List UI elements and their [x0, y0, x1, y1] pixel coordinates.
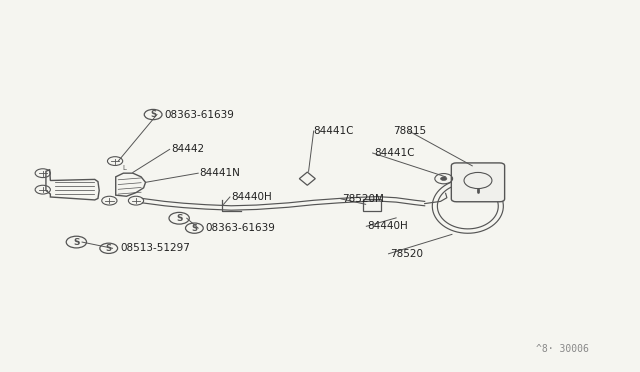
Text: 08363-61639: 08363-61639: [164, 109, 234, 119]
Text: 08363-61639: 08363-61639: [206, 223, 276, 233]
Text: 78815: 78815: [393, 126, 426, 136]
Text: 84442: 84442: [171, 144, 204, 154]
Text: S: S: [106, 244, 112, 253]
Circle shape: [440, 177, 447, 180]
Text: S: S: [150, 110, 156, 119]
Text: 84440H: 84440H: [231, 192, 272, 202]
Text: 84441C: 84441C: [314, 126, 354, 136]
Text: 78520: 78520: [390, 249, 423, 259]
Text: 84441N: 84441N: [200, 168, 241, 178]
FancyBboxPatch shape: [451, 163, 504, 202]
Text: S: S: [191, 224, 197, 232]
Text: 84441C: 84441C: [374, 148, 415, 158]
Circle shape: [464, 173, 492, 189]
Text: S: S: [73, 238, 79, 247]
Text: ^8· 30006: ^8· 30006: [536, 344, 589, 354]
Text: 08513-51297: 08513-51297: [120, 243, 190, 253]
Text: S: S: [176, 214, 182, 223]
Text: 78520M: 78520M: [342, 194, 384, 204]
Text: 84440H: 84440H: [367, 221, 408, 231]
Text: L: L: [123, 165, 127, 171]
